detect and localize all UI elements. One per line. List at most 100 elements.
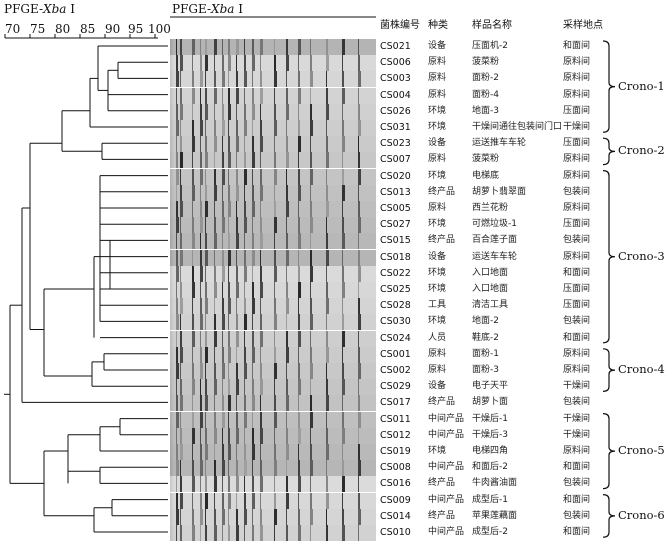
gel-lane bbox=[170, 411, 376, 428]
sampling-site: 压面间 bbox=[563, 105, 591, 116]
sampling-site: 包装间 bbox=[563, 316, 591, 327]
strain-category: 原料 bbox=[428, 89, 447, 100]
strain-category: 设备 bbox=[428, 138, 447, 149]
scale-tick-label: 80 bbox=[55, 22, 71, 36]
sampling-site: 压面间 bbox=[563, 300, 591, 311]
cluster-label: Crono-4 bbox=[618, 362, 665, 377]
sample-name: 入口地面 bbox=[472, 267, 509, 278]
sample-name: 运送推车车轮 bbox=[472, 138, 527, 149]
gel-lane bbox=[170, 379, 376, 396]
gel-lane bbox=[170, 444, 376, 460]
scale-tick-label: 90 bbox=[105, 22, 121, 36]
cluster-label: Crono-1 bbox=[618, 78, 665, 93]
sample-name: 牛肉酱油面 bbox=[472, 478, 518, 489]
strain-id: CS016 bbox=[380, 478, 411, 490]
sampling-site: 包装间 bbox=[563, 510, 591, 521]
gel-lane bbox=[170, 201, 376, 217]
gel-lane bbox=[170, 314, 376, 331]
strain-id: CS030 bbox=[380, 316, 411, 328]
sample-name: 地面-3 bbox=[472, 105, 499, 116]
strain-id: CS017 bbox=[380, 397, 411, 409]
sampling-site: 原料间 bbox=[563, 365, 591, 375]
gel-lane bbox=[170, 87, 376, 104]
strain-category: 环境 bbox=[428, 219, 447, 230]
strain-category: 环境 bbox=[428, 105, 447, 116]
sampling-site: 和面间 bbox=[563, 332, 591, 343]
gel-lane bbox=[170, 363, 376, 379]
gel-lane bbox=[170, 39, 376, 55]
strain-category: 终产品 bbox=[428, 510, 456, 521]
gel-lane bbox=[170, 508, 376, 525]
strain-id: CS008 bbox=[380, 462, 411, 474]
sampling-site: 压面间 bbox=[563, 138, 591, 149]
enzyme-name: Xba bbox=[43, 2, 67, 16]
strain-category: 终产品 bbox=[428, 235, 456, 246]
strain-id: CS004 bbox=[380, 89, 411, 101]
gel-lane bbox=[170, 103, 376, 120]
strain-id: CS031 bbox=[380, 122, 411, 133]
strain-id: CS018 bbox=[380, 251, 411, 263]
sampling-site: 原料间 bbox=[563, 203, 591, 213]
gel-lane bbox=[170, 346, 376, 363]
dendrogram-title: PFGE-Xba I bbox=[4, 2, 75, 16]
sampling-site: 压面间 bbox=[563, 284, 591, 294]
strain-category: 原料 bbox=[428, 154, 447, 165]
strain-category: 环境 bbox=[428, 170, 447, 181]
sampling-site: 和面间 bbox=[563, 494, 591, 505]
sampling-site: 原料间 bbox=[563, 154, 591, 165]
strain-id: CS027 bbox=[380, 219, 411, 231]
gel-lane bbox=[170, 476, 376, 493]
strain-id: CS015 bbox=[380, 235, 411, 247]
gel-lane bbox=[170, 233, 376, 250]
sample-name: 面粉-4 bbox=[472, 89, 499, 100]
header-category: 种类 bbox=[428, 20, 448, 31]
sample-name: 和面后-2 bbox=[472, 462, 508, 473]
sample-name: 电梯四角 bbox=[472, 446, 509, 456]
cluster-label: Crono-3 bbox=[618, 248, 665, 263]
strain-category: 环境 bbox=[428, 446, 447, 456]
sampling-site: 包装间 bbox=[563, 397, 591, 408]
strain-category: 设备 bbox=[428, 251, 447, 262]
sampling-site: 原料间 bbox=[563, 348, 591, 359]
sampling-site: 干燥间 bbox=[563, 413, 591, 424]
cluster-bracket bbox=[602, 494, 616, 538]
sampling-site: 包装间 bbox=[563, 478, 591, 489]
strain-category: 中间产品 bbox=[428, 527, 465, 537]
sampling-site: 和面间 bbox=[563, 527, 591, 537]
strain-category: 终产品 bbox=[428, 397, 456, 408]
strain-category: 设备 bbox=[428, 41, 447, 51]
scale-tick-label: 70 bbox=[5, 22, 21, 36]
sampling-site: 压面间 bbox=[563, 219, 591, 230]
sample-name: 压面机-2 bbox=[472, 41, 508, 51]
strain-category: 工具 bbox=[428, 300, 447, 311]
scale-tick-label: 75 bbox=[30, 22, 46, 36]
cluster-label: Crono-5 bbox=[618, 443, 665, 458]
strain-id: CS019 bbox=[380, 446, 411, 457]
strain-id: CS024 bbox=[380, 332, 411, 344]
sample-name: 干燥后-3 bbox=[472, 429, 508, 440]
sample-name: 面粉-3 bbox=[472, 365, 499, 375]
strain-category: 环境 bbox=[428, 122, 447, 132]
cluster-bracket bbox=[602, 413, 616, 490]
strain-id: CS023 bbox=[380, 138, 411, 150]
sampling-site: 包装间 bbox=[563, 186, 591, 197]
sample-name: 地面-2 bbox=[472, 316, 499, 327]
strain-category: 原料 bbox=[428, 348, 447, 359]
sample-name: 干燥间通往包装间门口 bbox=[472, 122, 563, 132]
sample-name: 成型后-1 bbox=[472, 494, 508, 505]
sampling-site: 原料间 bbox=[563, 170, 591, 181]
strain-id: CS026 bbox=[380, 105, 411, 117]
sample-name: 胡萝卜面 bbox=[472, 397, 509, 408]
sampling-site: 原料间 bbox=[563, 446, 591, 456]
strain-category: 中间产品 bbox=[428, 429, 465, 440]
sample-name: 西兰花粉 bbox=[472, 203, 509, 213]
gel-lane bbox=[170, 184, 376, 201]
strain-category: 人员 bbox=[428, 332, 447, 343]
strain-id: CS020 bbox=[380, 170, 411, 182]
cluster-label: Crono-6 bbox=[618, 507, 665, 522]
sampling-site: 原料间 bbox=[563, 251, 591, 262]
scale-tick-label: 100 bbox=[148, 22, 171, 36]
sampling-site: 干燥间 bbox=[563, 122, 591, 132]
scale-tick-label: 85 bbox=[80, 22, 96, 36]
strain-category: 环境 bbox=[428, 316, 447, 327]
